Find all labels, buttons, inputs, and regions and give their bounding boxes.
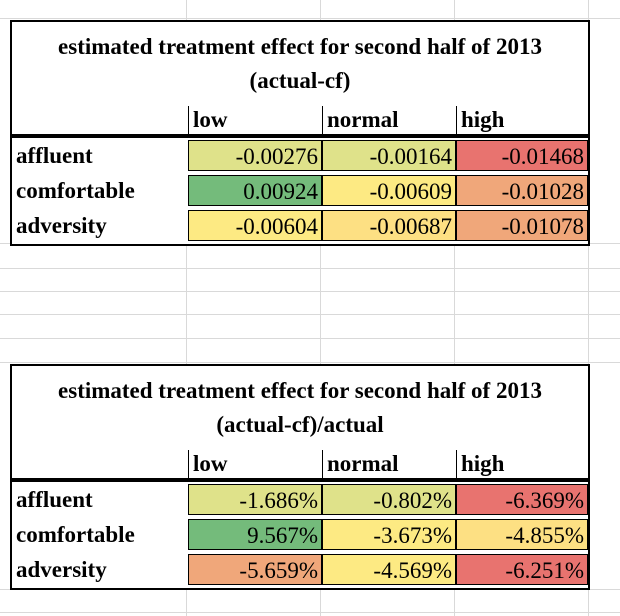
- value-cell[interactable]: -1.686%: [188, 484, 322, 515]
- gridline: [320, 0, 321, 616]
- row-label[interactable]: affluent: [16, 487, 93, 512]
- value-cell[interactable]: -0.01028: [456, 175, 588, 206]
- table-row: affluent -1.686% -0.802% -6.369%: [12, 482, 588, 517]
- column-header-low[interactable]: low: [188, 450, 322, 478]
- gridline: [0, 338, 620, 339]
- gridline: [0, 268, 620, 269]
- value-cell[interactable]: -3.673%: [322, 519, 456, 550]
- table-row: adversity -5.659% -4.569% -6.251%: [12, 552, 588, 587]
- table-title[interactable]: estimated treatment effect for second ha…: [10, 364, 590, 452]
- gridline: [0, 612, 620, 613]
- value-cell[interactable]: 0.00924: [188, 175, 322, 206]
- gridline: [0, 18, 620, 19]
- table-row: comfortable 9.567% -3.673% -4.855%: [12, 517, 588, 552]
- column-header-normal[interactable]: normal: [322, 106, 456, 134]
- table-row: adversity -0.00604 -0.00687 -0.01078: [12, 208, 588, 243]
- column-header-row: low normal high: [10, 106, 590, 136]
- value-cell[interactable]: -4.855%: [456, 519, 588, 550]
- table-body: affluent -1.686% -0.802% -6.369% comfort…: [10, 480, 590, 590]
- table-row: affluent -0.00276 -0.00164 -0.01468: [12, 138, 588, 173]
- value-cell[interactable]: -0.01078: [456, 210, 588, 241]
- value-cell[interactable]: -6.369%: [456, 484, 588, 515]
- value-cell[interactable]: -0.00604: [188, 210, 322, 241]
- gridline: [186, 0, 187, 616]
- column-header-row: low normal high: [10, 450, 590, 480]
- table-title-text: estimated treatment effect for second ha…: [58, 378, 542, 437]
- value-cell[interactable]: -0.00687: [322, 210, 456, 241]
- row-label[interactable]: adversity: [16, 557, 107, 582]
- table-title[interactable]: estimated treatment effect for second ha…: [10, 20, 590, 108]
- value-cell[interactable]: -5.659%: [188, 554, 322, 585]
- value-cell[interactable]: -6.251%: [456, 554, 588, 585]
- gridline: [588, 0, 589, 616]
- value-cell[interactable]: -0.01468: [456, 140, 588, 171]
- value-cell[interactable]: 9.567%: [188, 519, 322, 550]
- value-cell[interactable]: -0.00164: [322, 140, 456, 171]
- gridline: [0, 314, 620, 315]
- gridline: [0, 291, 620, 292]
- row-label[interactable]: comfortable: [16, 178, 135, 203]
- value-cell[interactable]: -4.569%: [322, 554, 456, 585]
- value-cell[interactable]: -0.00609: [322, 175, 456, 206]
- column-header-normal[interactable]: normal: [322, 450, 456, 478]
- row-label[interactable]: affluent: [16, 143, 93, 168]
- table-row: comfortable 0.00924 -0.00609 -0.01028: [12, 173, 588, 208]
- row-label[interactable]: adversity: [16, 213, 107, 238]
- value-cell[interactable]: -0.00276: [188, 140, 322, 171]
- row-label[interactable]: comfortable: [16, 522, 135, 547]
- table-body: affluent -0.00276 -0.00164 -0.01468 comf…: [10, 136, 590, 246]
- gridline: [0, 362, 620, 363]
- gridline: [454, 0, 455, 616]
- column-header-high[interactable]: high: [456, 450, 588, 478]
- value-cell[interactable]: -0.802%: [322, 484, 456, 515]
- table-title-text: estimated treatment effect for second ha…: [58, 34, 542, 93]
- column-header-high[interactable]: high: [456, 106, 588, 134]
- column-header-low[interactable]: low: [188, 106, 322, 134]
